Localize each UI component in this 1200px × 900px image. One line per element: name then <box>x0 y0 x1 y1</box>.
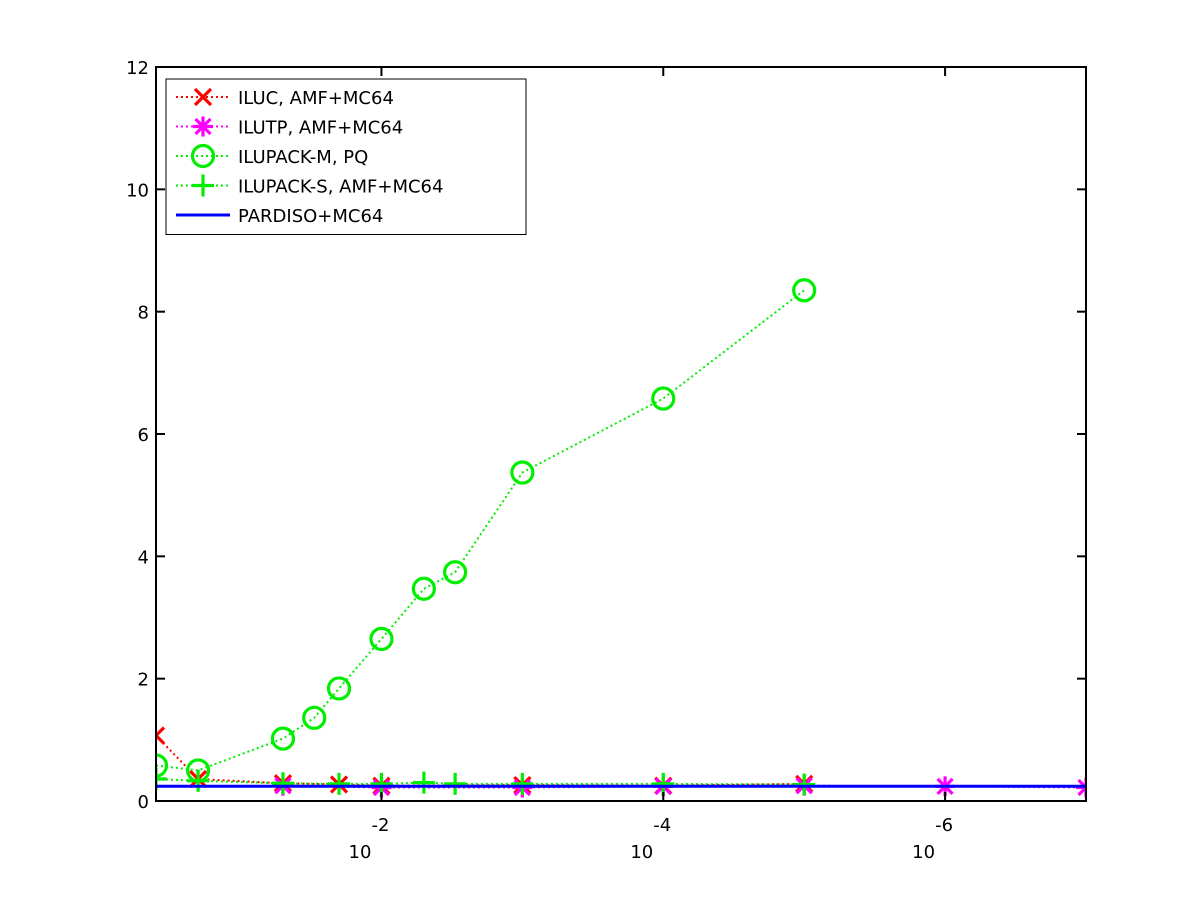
data-point <box>187 769 210 792</box>
legend-item: PARDISO+MC64 <box>176 206 383 227</box>
series-2 <box>156 278 817 783</box>
data-point <box>328 772 351 795</box>
data-point <box>443 560 468 585</box>
legend-swatch-marker <box>190 143 216 169</box>
data-point <box>326 676 352 701</box>
data-point <box>369 626 394 652</box>
series-line <box>156 778 805 786</box>
data-point <box>156 726 166 745</box>
data-point <box>370 772 393 795</box>
x-tick-label-exponent: -4 <box>653 815 671 836</box>
data-point <box>651 386 676 411</box>
series-3 <box>156 767 816 796</box>
y-tick-label: 12 <box>126 58 149 79</box>
legend-item: ILUPACK-S, AMF+MC64 <box>176 174 443 198</box>
legend-swatch-marker <box>193 116 213 137</box>
legend-item: ILUC, AMF+MC64 <box>176 87 394 109</box>
legend-item: ILUPACK-M, PQ <box>176 143 368 169</box>
y-tick-label: 0 <box>138 792 149 813</box>
y-tick-label: 6 <box>138 425 149 446</box>
data-point <box>156 767 167 790</box>
x-tick-label-base: 10 <box>912 842 935 863</box>
data-point <box>411 576 436 601</box>
x-tick-label-base: 10 <box>630 842 653 863</box>
series-line <box>156 734 805 787</box>
legend-swatch-marker <box>193 87 213 107</box>
y-tick-label: 2 <box>138 670 149 691</box>
data-point <box>792 278 817 303</box>
x-tick-label-base: 10 <box>349 842 372 863</box>
legend-label: ILUC, AMF+MC64 <box>238 88 394 109</box>
data-point <box>412 771 435 794</box>
legend-label: ILUTP, AMF+MC64 <box>238 118 403 139</box>
legend-swatch-marker <box>192 174 214 197</box>
legend-item: ILUTP, AMF+MC64 <box>176 116 403 139</box>
y-tick-label: 4 <box>138 547 149 568</box>
data-point <box>444 772 467 795</box>
data-point <box>156 753 169 778</box>
legend: ILUC, AMF+MC64 ILUTP, AMF+MC64 ILUPACK-M, … <box>165 78 527 235</box>
data-point <box>302 705 327 730</box>
x-tick-label-exponent: -2 <box>371 815 389 836</box>
x-tick-label-exponent: -6 <box>935 815 953 836</box>
data-point <box>270 726 296 751</box>
series-layer <box>156 278 1086 798</box>
legend-label: PARDISO+MC64 <box>238 206 383 227</box>
legend-label: ILUPACK-M, PQ <box>238 147 368 168</box>
data-point <box>652 772 675 795</box>
data-point <box>510 460 535 485</box>
legend-label: ILUPACK-S, AMF+MC64 <box>238 177 443 198</box>
data-point <box>511 772 534 795</box>
y-tick-label: 8 <box>138 303 149 324</box>
data-point <box>793 773 816 796</box>
y-tick-label: 10 <box>126 180 149 201</box>
series-line <box>156 289 805 772</box>
data-point <box>271 772 294 795</box>
